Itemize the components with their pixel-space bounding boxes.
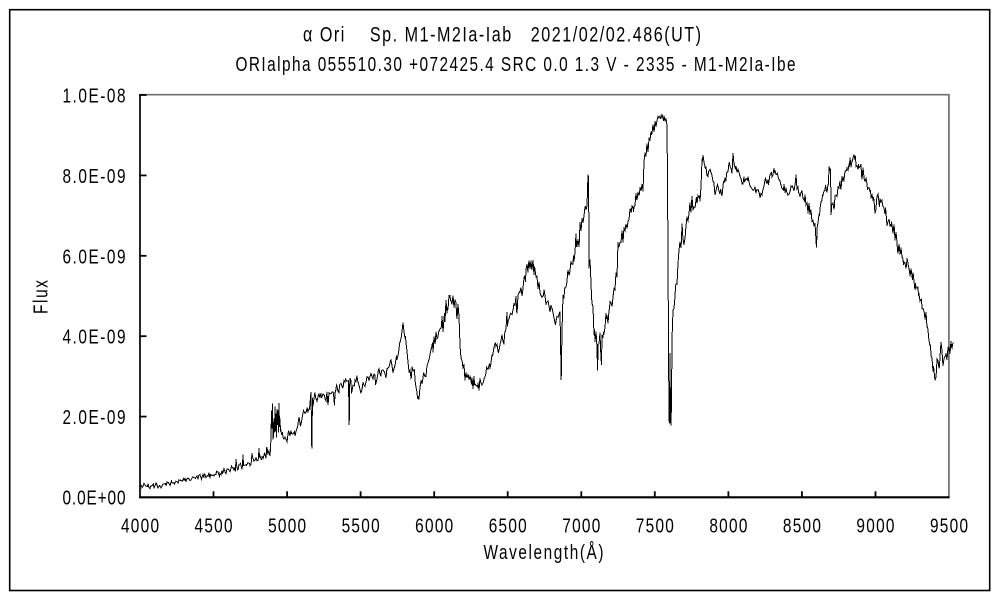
- svg-text:6000: 6000: [415, 514, 453, 537]
- svg-text:8500: 8500: [783, 514, 821, 537]
- svg-text:9000: 9000: [856, 514, 894, 537]
- svg-text:4500: 4500: [195, 514, 233, 537]
- svg-text:9500: 9500: [930, 514, 968, 537]
- svg-text:7000: 7000: [562, 514, 600, 537]
- svg-text:4.0E-09: 4.0E-09: [62, 326, 125, 349]
- svg-text:6500: 6500: [489, 514, 527, 537]
- svg-text:α Ori Sp. M1-M2Ia-Iab 202: α Ori Sp. M1-M2Ia-Iab 2021/02/02.486(UT): [303, 23, 701, 47]
- svg-text:8.0E-09: 8.0E-09: [62, 165, 125, 188]
- svg-text:5500: 5500: [342, 514, 380, 537]
- svg-text:4000: 4000: [121, 514, 159, 537]
- svg-text:Flux: Flux: [29, 280, 52, 314]
- svg-text:5000: 5000: [268, 514, 306, 537]
- svg-text:Wavelength(Å): Wavelength(Å): [484, 541, 604, 564]
- svg-text:0.0E+00: 0.0E+00: [62, 486, 125, 509]
- svg-text:8000: 8000: [709, 514, 747, 537]
- svg-text:2.0E-09: 2.0E-09: [62, 406, 125, 429]
- svg-text:6.0E-09: 6.0E-09: [62, 245, 125, 268]
- svg-text:1.0E-08: 1.0E-08: [62, 84, 125, 107]
- svg-text:7500: 7500: [636, 514, 674, 537]
- svg-text:ORIalpha 055510.30 +072425.4 S: ORIalpha 055510.30 +072425.4 SRC 0.0 1.3…: [235, 53, 795, 76]
